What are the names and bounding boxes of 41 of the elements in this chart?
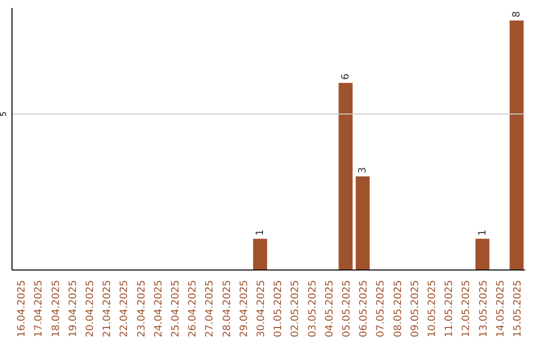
- x-tick-label: 18.04.2025: [50, 280, 62, 338]
- data-label: 1: [255, 229, 266, 236]
- data-label: 6: [340, 73, 352, 80]
- x-tick-label: 10.05.2025: [426, 280, 438, 338]
- bar: [510, 20, 524, 270]
- x-tick-label: 23.04.2025: [136, 280, 148, 338]
- x-tick-label: 20.04.2025: [84, 280, 96, 338]
- x-tick-label: 15.05.2025: [512, 280, 524, 338]
- bar: [475, 238, 490, 270]
- data-label: 8: [512, 11, 523, 18]
- bar: [356, 176, 370, 270]
- x-tick-label: 11.05.2025: [444, 280, 456, 338]
- x-tick-label: 28.04.2025: [222, 280, 233, 338]
- x-tick-label: 07.05.2025: [376, 280, 387, 338]
- bar: [338, 82, 353, 270]
- x-tick-label: 27.04.2025: [204, 280, 216, 338]
- x-tick-label: 14.05.2025: [495, 280, 506, 338]
- x-tick-label: 22.04.2025: [119, 280, 130, 338]
- x-tick-label: 08.05.2025: [392, 280, 404, 338]
- x-tick-label: 05.05.2025: [341, 280, 352, 338]
- x-tick-label: 13.05.2025: [478, 280, 490, 338]
- x-tick-label: 06.05.2025: [358, 280, 370, 338]
- x-tick-label: 19.04.2025: [68, 280, 79, 338]
- x-tick-label: 30.04.2025: [256, 280, 267, 338]
- x-tick-label: 29.04.2025: [238, 280, 250, 338]
- x-tick-label: 24.04.2025: [153, 280, 164, 338]
- x-tick-label: 21.04.2025: [102, 280, 114, 338]
- x-tick-label: 12.05.2025: [461, 280, 472, 338]
- x-tick-label: 16.04.2025: [16, 280, 28, 338]
- x-tick-label: 04.05.2025: [324, 280, 336, 338]
- data-label: 1: [477, 229, 488, 236]
- x-tick-label: 02.05.2025: [290, 280, 302, 338]
- x-tick-label: 09.05.2025: [410, 280, 421, 338]
- x-tick-label: 01.05.2025: [273, 280, 284, 338]
- ref-line-label: 5: [0, 112, 8, 117]
- bar: [253, 238, 268, 270]
- data-label: 3: [358, 167, 369, 174]
- x-tick-label: 17.04.2025: [34, 280, 45, 338]
- x-tick-label: 26.04.2025: [188, 280, 199, 338]
- x-tick-label: 03.05.2025: [307, 280, 318, 338]
- x-tick-label: 25.04.2025: [170, 280, 182, 338]
